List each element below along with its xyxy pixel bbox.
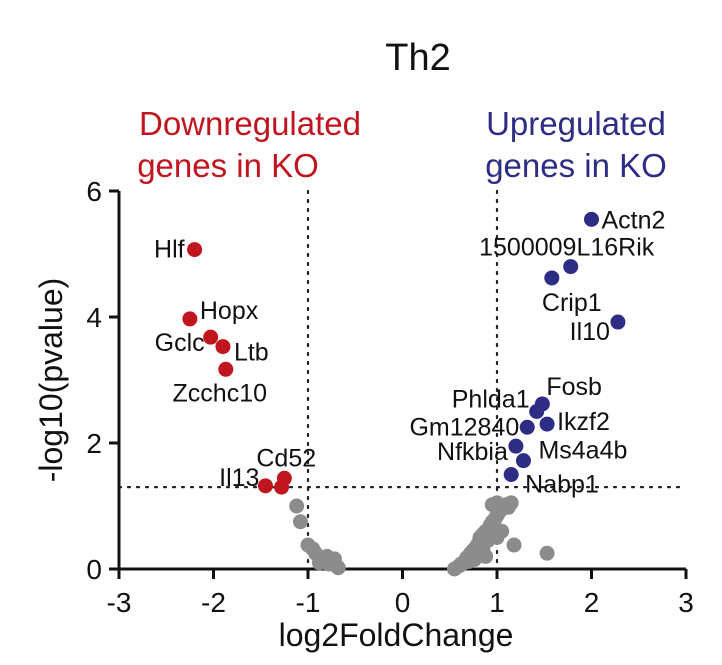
up-point xyxy=(610,314,626,330)
ns-point xyxy=(453,556,469,572)
ns-point xyxy=(539,545,555,561)
ns-point xyxy=(289,498,305,514)
gene-label: Ikzf2 xyxy=(557,408,610,436)
gene-label: 1500009L16Rik xyxy=(479,234,655,262)
x-tick-label: 2 xyxy=(584,587,600,618)
ns-point xyxy=(503,495,519,511)
up-point xyxy=(508,438,524,454)
gene-label: Gclc xyxy=(155,329,205,357)
ns-point xyxy=(489,495,505,511)
up-point xyxy=(503,467,519,482)
y-axis-title: -log10(pvalue) xyxy=(33,278,69,483)
up-point xyxy=(563,259,579,275)
ns-point xyxy=(466,552,482,568)
gene-label: Nabp1 xyxy=(525,471,599,499)
ns-point xyxy=(506,537,522,553)
gene-label: Phlda1 xyxy=(452,386,530,414)
gene-label: Crip1 xyxy=(542,289,602,317)
y-tick-label: 4 xyxy=(86,302,102,333)
gene-label: Fosb xyxy=(546,373,602,401)
y-tick-label: 0 xyxy=(86,554,102,585)
gene-label: Hlf xyxy=(154,236,185,264)
up-point xyxy=(539,416,555,432)
ns-point xyxy=(494,523,510,539)
gene-label: Zcchc10 xyxy=(173,379,267,407)
x-tick-label: 0 xyxy=(395,587,411,618)
x-axis-title: log2FoldChange xyxy=(279,617,514,653)
up-point xyxy=(584,211,599,227)
up-point xyxy=(544,270,560,286)
ns-point xyxy=(330,560,346,576)
x-tick-label: -3 xyxy=(107,587,132,618)
down-point xyxy=(218,361,234,377)
gene-label: Hopx xyxy=(200,297,259,325)
x-tick-label: 3 xyxy=(678,587,694,618)
gene-label: Il13 xyxy=(219,464,259,492)
down-point xyxy=(187,242,203,258)
x-tick-label: -2 xyxy=(201,587,226,618)
down-point xyxy=(257,478,273,494)
chart-title: Th2 xyxy=(385,37,450,79)
x-tick-label: 1 xyxy=(489,587,505,618)
up-point xyxy=(515,453,531,469)
down-point xyxy=(274,479,290,495)
y-tick-label: 2 xyxy=(86,428,102,459)
down-point xyxy=(215,339,231,355)
gene-label: Il10 xyxy=(570,318,610,346)
gene-label: Ms4a4b xyxy=(538,437,627,465)
down-point xyxy=(203,329,219,345)
gene-label: Ltb xyxy=(234,339,269,367)
gene-label: Actn2 xyxy=(602,206,666,234)
gene-label: Gm12840 xyxy=(409,413,519,441)
downregulated-note-line2: genes in KO xyxy=(137,147,319,184)
up-point xyxy=(529,404,545,419)
ns-point xyxy=(292,514,308,530)
y-tick-label: 6 xyxy=(86,176,102,207)
gene-label: Cd52 xyxy=(256,444,316,472)
gene-label: Nfkbia xyxy=(437,438,508,466)
ns-point xyxy=(478,548,494,564)
down-point xyxy=(182,311,198,327)
up-point xyxy=(519,419,535,435)
x-tick-label: -1 xyxy=(296,587,321,618)
upregulated-note-line2: genes in KO xyxy=(485,147,667,184)
upregulated-note-line1: Upregulated xyxy=(486,105,666,142)
downregulated-note-line1: Downregulated xyxy=(139,105,361,142)
